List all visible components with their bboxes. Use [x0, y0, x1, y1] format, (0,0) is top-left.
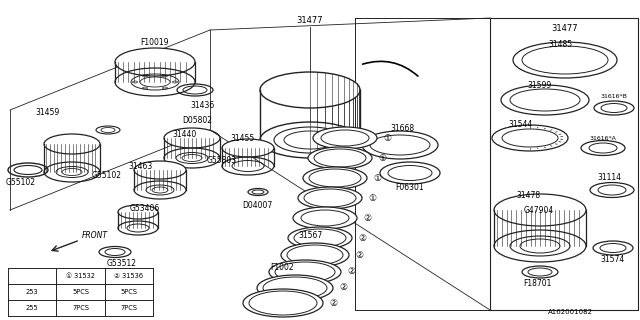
- Ellipse shape: [222, 139, 274, 157]
- Text: G55803: G55803: [207, 156, 237, 164]
- Text: 31485: 31485: [548, 39, 572, 49]
- Ellipse shape: [288, 227, 352, 249]
- Text: 31574: 31574: [600, 255, 624, 265]
- Text: ②: ②: [358, 234, 366, 243]
- Text: 5PCS: 5PCS: [72, 289, 89, 295]
- Text: 7PCS: 7PCS: [72, 305, 89, 311]
- Text: F18701: F18701: [523, 278, 552, 287]
- Ellipse shape: [164, 128, 220, 148]
- Text: ① 31532: ① 31532: [66, 273, 95, 279]
- Ellipse shape: [134, 161, 186, 179]
- Ellipse shape: [293, 207, 357, 229]
- Ellipse shape: [243, 289, 323, 317]
- Ellipse shape: [313, 127, 377, 149]
- Text: G55102: G55102: [6, 178, 36, 187]
- Text: D05802: D05802: [182, 116, 212, 124]
- Ellipse shape: [494, 194, 586, 226]
- Text: 31459: 31459: [35, 108, 60, 116]
- Text: D04007: D04007: [242, 201, 272, 210]
- Text: 31567: 31567: [298, 230, 323, 239]
- Ellipse shape: [257, 275, 333, 301]
- Ellipse shape: [308, 147, 372, 169]
- Text: G55102: G55102: [92, 171, 122, 180]
- Ellipse shape: [115, 48, 195, 76]
- Text: F10019: F10019: [140, 37, 168, 46]
- Text: 31616*A: 31616*A: [590, 135, 617, 140]
- Text: 31599: 31599: [527, 81, 551, 90]
- Text: ①: ①: [368, 194, 376, 203]
- Text: 31616*B: 31616*B: [601, 93, 628, 99]
- Text: ①: ①: [378, 154, 386, 163]
- Text: 31440: 31440: [172, 130, 196, 139]
- Ellipse shape: [281, 243, 349, 267]
- Ellipse shape: [118, 205, 158, 219]
- Text: 31477: 31477: [552, 23, 579, 33]
- Text: ①: ①: [383, 133, 391, 142]
- Text: 255: 255: [26, 305, 38, 311]
- Text: ② 31536: ② 31536: [115, 273, 143, 279]
- Text: 31455: 31455: [230, 133, 254, 142]
- Text: ②: ②: [347, 268, 355, 276]
- Ellipse shape: [298, 187, 362, 209]
- Text: ①: ①: [373, 173, 381, 182]
- Text: ②: ②: [329, 299, 337, 308]
- Text: ②: ②: [355, 251, 363, 260]
- Ellipse shape: [269, 260, 341, 284]
- Text: A162001082: A162001082: [547, 309, 593, 315]
- Text: G47904: G47904: [524, 205, 554, 214]
- Text: 31463: 31463: [128, 162, 152, 171]
- Text: 31477: 31477: [297, 15, 323, 25]
- Ellipse shape: [303, 167, 367, 189]
- Ellipse shape: [492, 125, 568, 151]
- Text: 31478: 31478: [516, 190, 540, 199]
- Text: 7PCS: 7PCS: [120, 305, 138, 311]
- Text: F1002: F1002: [270, 263, 294, 273]
- Ellipse shape: [260, 72, 360, 108]
- Text: 31436: 31436: [190, 100, 214, 109]
- Text: F06301: F06301: [395, 182, 424, 191]
- Text: FRONT: FRONT: [82, 230, 108, 239]
- Text: G53406: G53406: [130, 204, 160, 212]
- Text: 31668: 31668: [390, 124, 414, 132]
- Text: 31544: 31544: [508, 119, 532, 129]
- Text: G53512: G53512: [107, 259, 137, 268]
- Text: 31114: 31114: [597, 172, 621, 181]
- Text: 253: 253: [26, 289, 38, 295]
- Text: 5PCS: 5PCS: [120, 289, 138, 295]
- Ellipse shape: [44, 134, 100, 154]
- Text: ②: ②: [363, 213, 371, 222]
- Text: ②: ②: [339, 284, 347, 292]
